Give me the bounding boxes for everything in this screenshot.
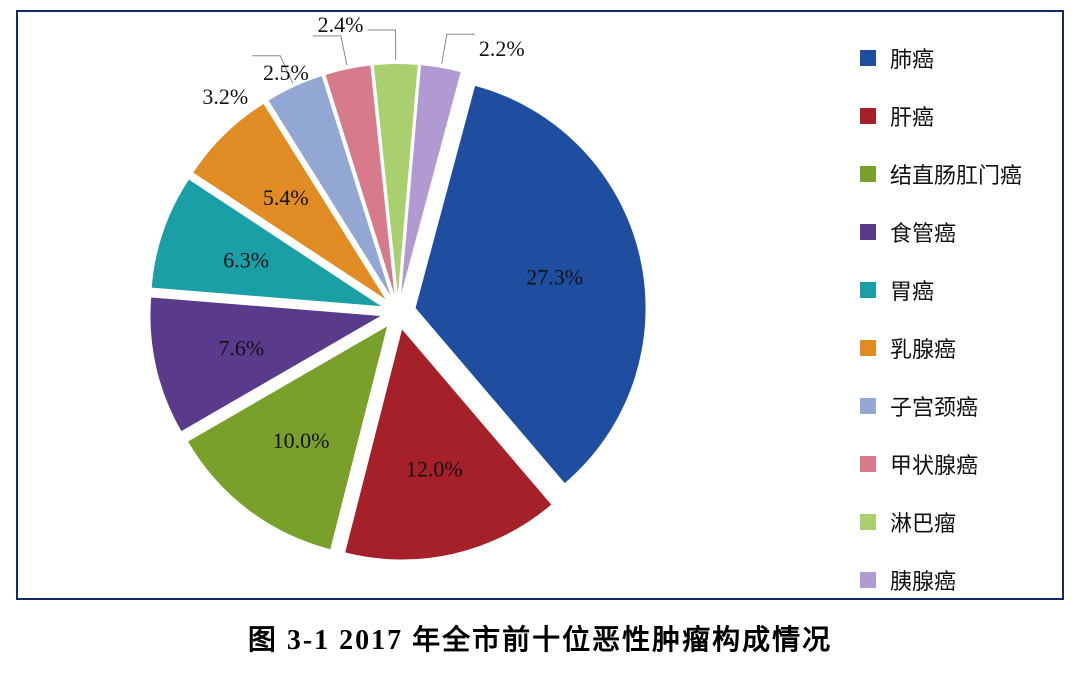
legend-swatch [860, 166, 876, 182]
legend-item: 肝癌 [860, 100, 1022, 132]
legend-swatch [860, 514, 876, 530]
chart-caption: 图 3-1 2017 年全市前十位恶性肿瘤构成情况 [0, 618, 1080, 658]
legend-label: 淋巴瘤 [890, 506, 956, 538]
legend-item: 食管癌 [860, 216, 1022, 248]
slice-label: 2.2% [479, 36, 525, 61]
legend: 肺癌肝癌结直肠肛门癌食管癌胃癌乳腺癌子宫颈癌甲状腺癌淋巴瘤胰腺癌 [860, 42, 1022, 622]
slice-label: 5.4% [263, 185, 309, 210]
legend-label: 胰腺癌 [890, 564, 956, 596]
legend-swatch [860, 224, 876, 240]
legend-label: 肺癌 [890, 42, 934, 74]
legend-item: 乳腺癌 [860, 332, 1022, 364]
legend-item: 子宫颈癌 [860, 390, 1022, 422]
legend-item: 胰腺癌 [860, 564, 1022, 596]
legend-swatch [860, 108, 876, 124]
legend-swatch [860, 50, 876, 66]
legend-item: 肺癌 [860, 42, 1022, 74]
legend-item: 结直肠肛门癌 [860, 158, 1022, 190]
slice-label: 7.6% [218, 335, 264, 360]
legend-label: 肝癌 [890, 100, 934, 132]
legend-swatch [860, 282, 876, 298]
legend-label: 乳腺癌 [890, 332, 956, 364]
legend-label: 子宫颈癌 [890, 390, 978, 422]
slice-label: 12.0% [406, 456, 463, 481]
legend-swatch [860, 456, 876, 472]
legend-swatch [860, 340, 876, 356]
legend-item: 淋巴瘤 [860, 506, 1022, 538]
chart-frame: 27.3% 12.0% 10.0% 7.6% 6.3% 5.4% 3.2% 2.5% 2.4% 2… [16, 10, 1064, 600]
legend-item: 胃癌 [860, 274, 1022, 306]
slice-label: 3.2% [202, 84, 248, 109]
legend-label: 甲状腺癌 [890, 448, 978, 480]
legend-label: 胃癌 [890, 274, 934, 306]
legend-label: 食管癌 [890, 216, 956, 248]
legend-swatch [860, 572, 876, 588]
slice-label: 10.0% [273, 428, 330, 453]
slice-label: 2.4% [318, 12, 364, 37]
slice-label: 2.5% [263, 60, 309, 85]
slice-label: 6.3% [223, 248, 269, 273]
legend-label: 结直肠肛门癌 [890, 158, 1022, 190]
legend-swatch [860, 398, 876, 414]
slice-label: 27.3% [526, 265, 583, 290]
legend-item: 甲状腺癌 [860, 448, 1022, 480]
